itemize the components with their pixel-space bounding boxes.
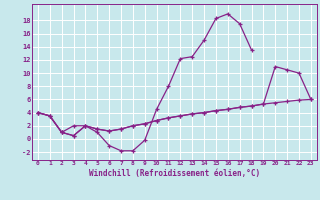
X-axis label: Windchill (Refroidissement éolien,°C): Windchill (Refroidissement éolien,°C) [89, 169, 260, 178]
